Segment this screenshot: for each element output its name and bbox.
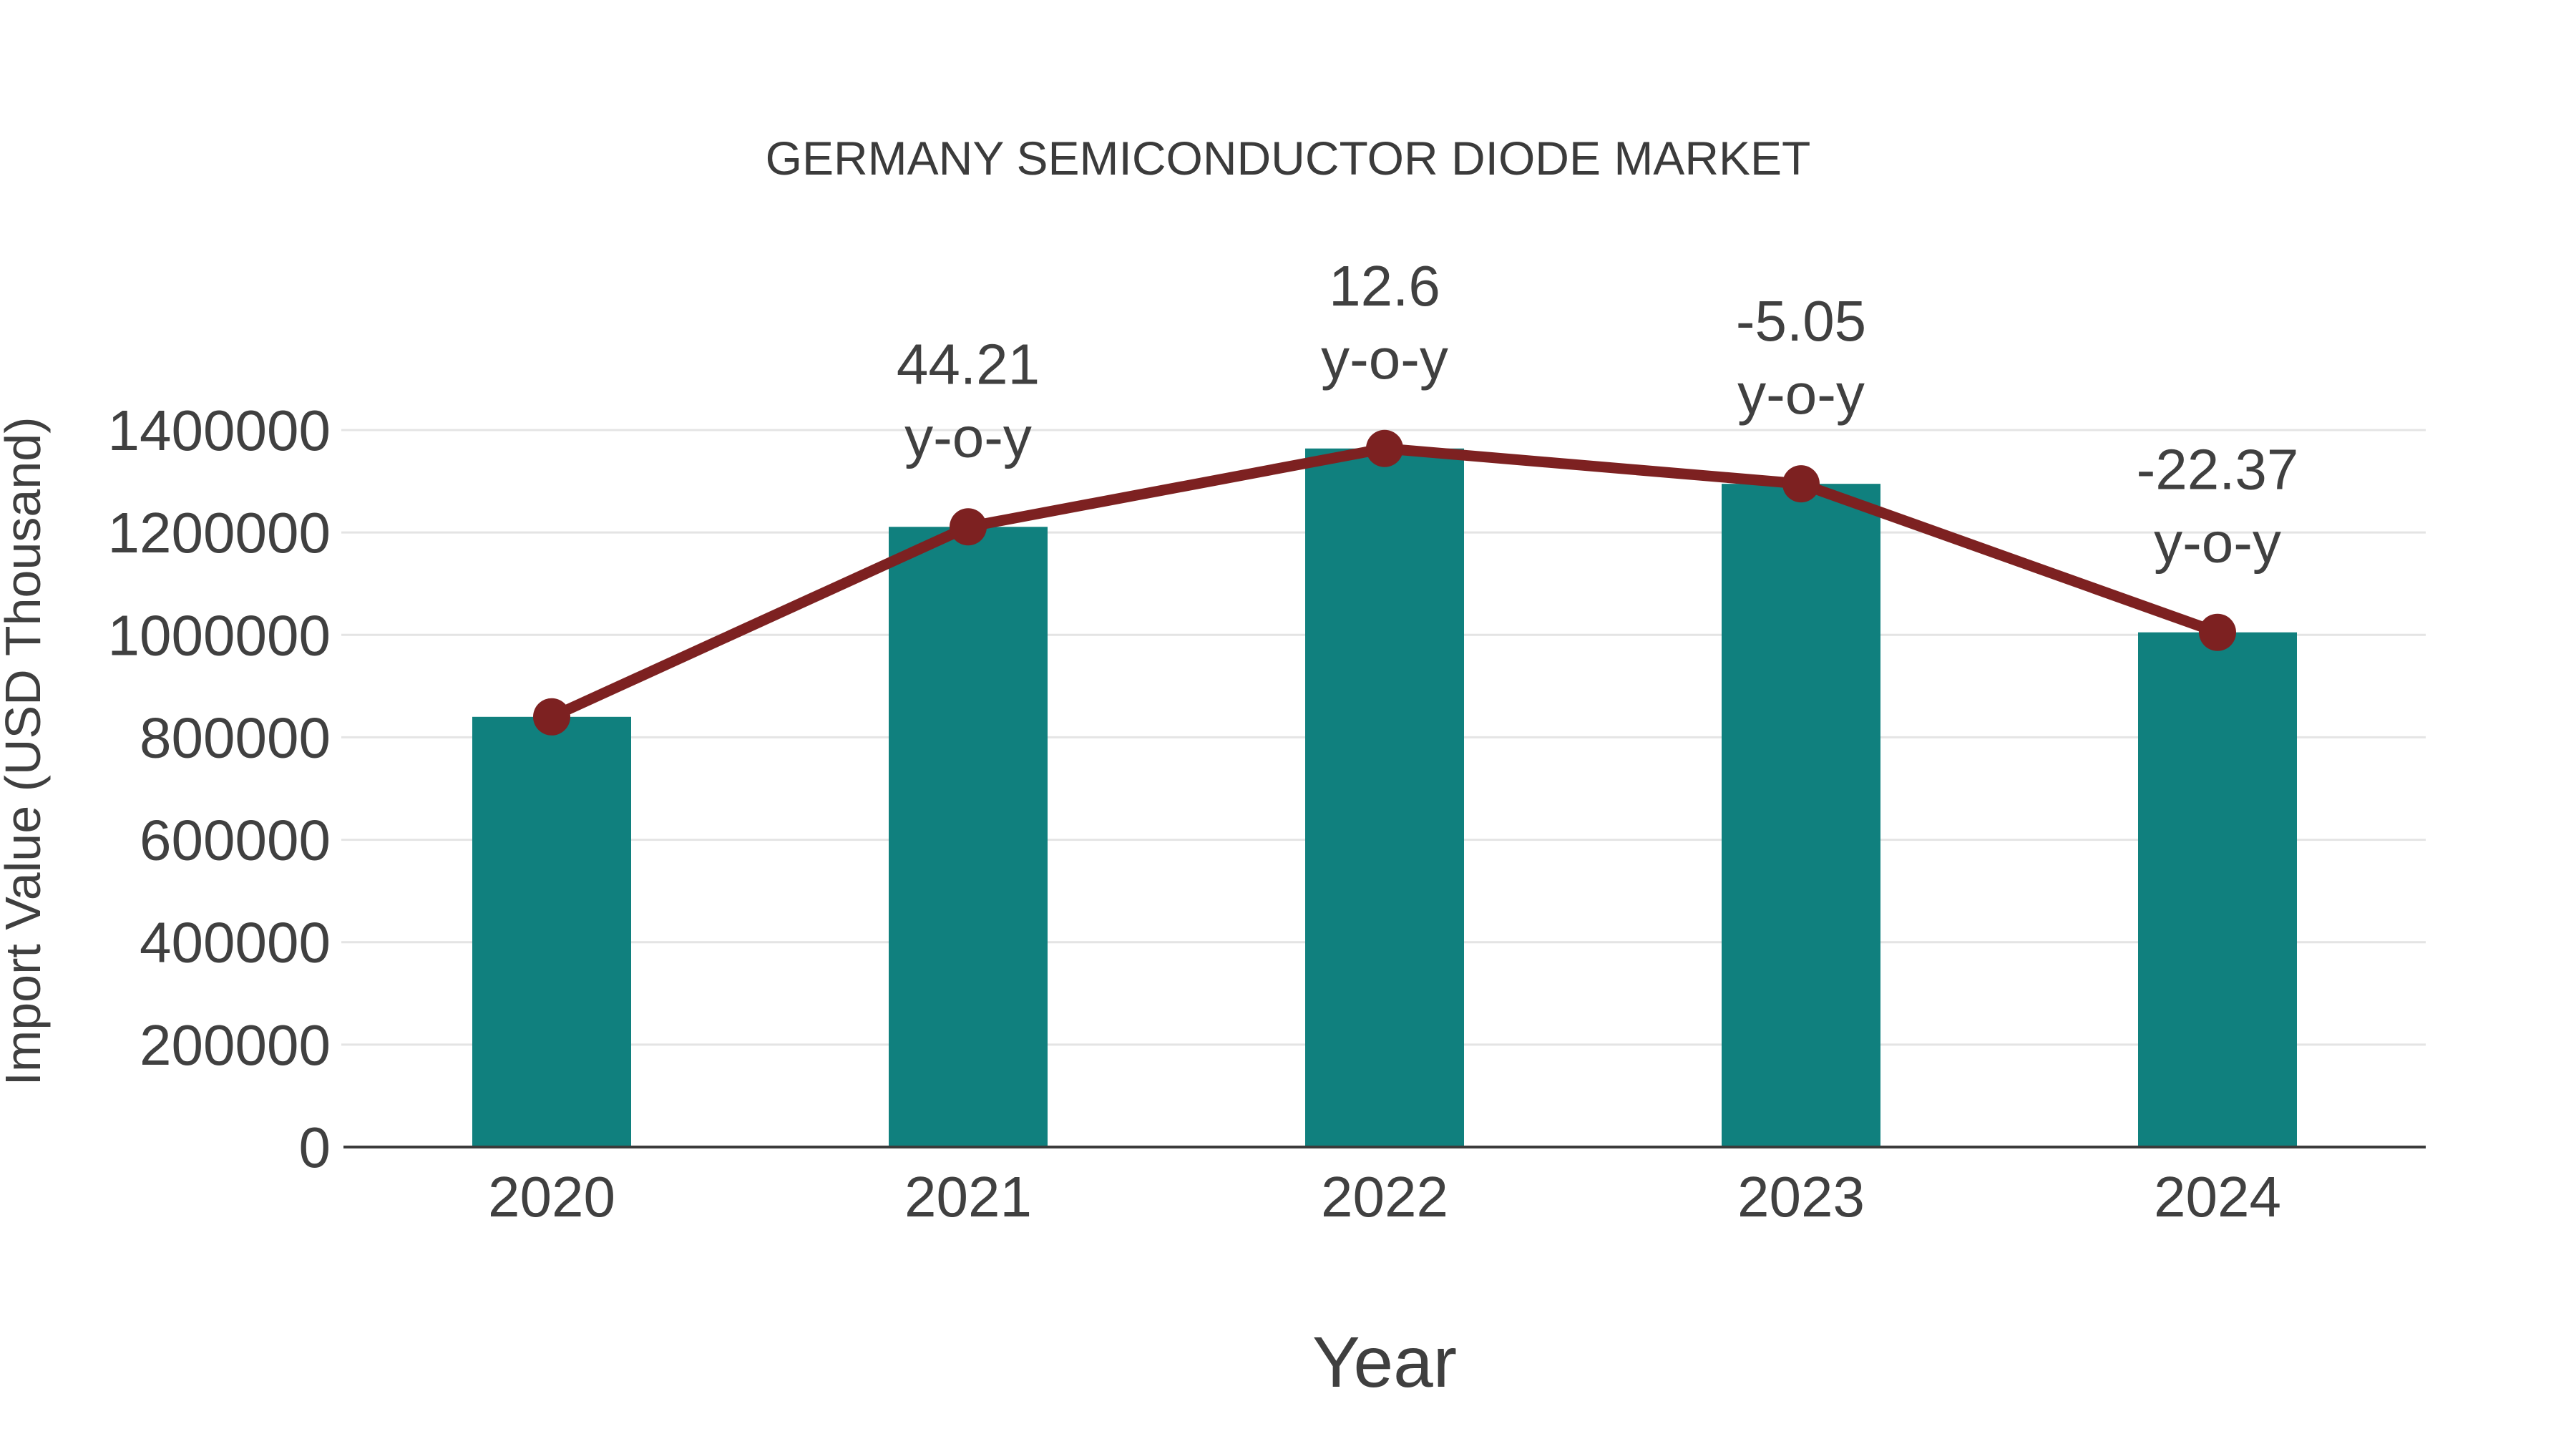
annotation-value-2023: -5.05 — [1736, 289, 1866, 353]
y-tick-400000: 400000 — [140, 911, 331, 975]
x-tick-2022: 2022 — [1321, 1165, 1448, 1229]
marker-2024 — [2199, 613, 2236, 651]
annotation-suffix-2022: y-o-y — [1321, 327, 1448, 391]
annotation-value-2021: 44.21 — [897, 332, 1040, 396]
line-markers — [533, 429, 2236, 736]
bar-2022 — [1305, 448, 1464, 1147]
marker-2021 — [950, 508, 987, 546]
marker-2022 — [1366, 429, 1403, 467]
y-tick-1200000: 1200000 — [108, 501, 331, 565]
bar-2021 — [889, 527, 1048, 1147]
annotation-value-2024: -22.37 — [2137, 438, 2299, 502]
x-tick-2023: 2023 — [1737, 1165, 1865, 1229]
marker-2023 — [1782, 465, 1820, 503]
y-tick-1400000: 1400000 — [108, 399, 331, 462]
y-tick-labels: 0 200000 400000 600000 800000 1000000 1200000 1… — [108, 399, 331, 1179]
x-tick-2021: 2021 — [904, 1165, 1032, 1229]
y-axis-title: Import Value (USD Thousand) — [0, 416, 51, 1085]
y-tick-600000: 600000 — [140, 809, 331, 872]
x-tick-labels: 2020 2021 2022 2023 2024 — [488, 1165, 2281, 1229]
bar-series — [472, 448, 2297, 1147]
yoy-annotations: 44.21 y-o-y 12.6 y-o-y -5.05 y-o-y -22.37 y-o-y — [897, 254, 2299, 575]
annotation-suffix-2024: y-o-y — [2154, 511, 2281, 575]
y-tick-200000: 200000 — [140, 1013, 331, 1077]
x-tick-2020: 2020 — [488, 1165, 615, 1229]
annotation-suffix-2021: y-o-y — [904, 405, 1032, 469]
y-tick-800000: 800000 — [140, 706, 331, 769]
y-tick-1000000: 1000000 — [108, 603, 331, 667]
y-tick-0: 0 — [299, 1116, 331, 1179]
annotation-value-2022: 12.6 — [1329, 254, 1440, 318]
bar-2020 — [472, 716, 631, 1147]
bar-2024 — [2138, 632, 2297, 1147]
x-tick-2024: 2024 — [2154, 1165, 2281, 1229]
chart-title: GERMANY SEMICONDUCTOR DIODE MARKET — [766, 132, 1811, 185]
x-axis-title: Year — [1312, 1322, 1457, 1402]
bar-2023 — [1722, 484, 1880, 1147]
annotation-suffix-2023: y-o-y — [1737, 362, 1865, 426]
marker-2020 — [533, 698, 570, 736]
